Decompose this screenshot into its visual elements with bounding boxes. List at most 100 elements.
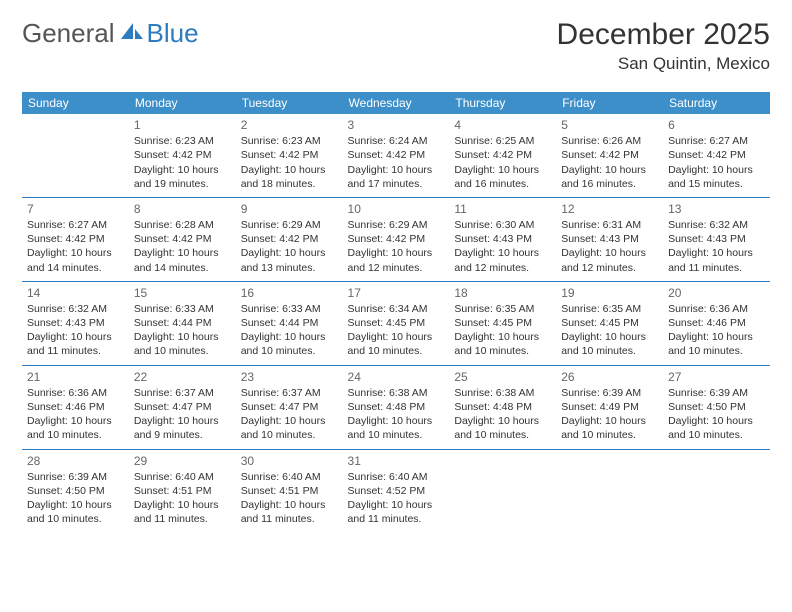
sunset-line: Sunset: 4:46 PM [27, 400, 124, 414]
calendar-cell: 19Sunrise: 6:35 AMSunset: 4:45 PMDayligh… [556, 281, 663, 365]
calendar-cell: 13Sunrise: 6:32 AMSunset: 4:43 PMDayligh… [663, 197, 770, 281]
day-number: 26 [561, 369, 658, 385]
daylight-line: Daylight: 10 hours and 10 minutes. [561, 330, 658, 358]
sunrise-line: Sunrise: 6:38 AM [454, 386, 551, 400]
daylight-line: Daylight: 10 hours and 11 minutes. [348, 498, 445, 526]
calendar-cell: 5Sunrise: 6:26 AMSunset: 4:42 PMDaylight… [556, 114, 663, 197]
day-number: 1 [134, 117, 231, 133]
day-number: 2 [241, 117, 338, 133]
daylight-line: Daylight: 10 hours and 12 minutes. [348, 246, 445, 274]
sunrise-line: Sunrise: 6:39 AM [561, 386, 658, 400]
day-header-row: SundayMondayTuesdayWednesdayThursdayFrid… [22, 92, 770, 114]
sunrise-line: Sunrise: 6:35 AM [454, 302, 551, 316]
sunrise-line: Sunrise: 6:29 AM [241, 218, 338, 232]
calendar-cell: 17Sunrise: 6:34 AMSunset: 4:45 PMDayligh… [343, 281, 450, 365]
location: San Quintin, Mexico [557, 54, 770, 74]
calendar-week: 28Sunrise: 6:39 AMSunset: 4:50 PMDayligh… [22, 449, 770, 532]
day-number: 7 [27, 201, 124, 217]
sunset-line: Sunset: 4:45 PM [454, 316, 551, 330]
sunrise-line: Sunrise: 6:40 AM [134, 470, 231, 484]
sunset-line: Sunset: 4:43 PM [561, 232, 658, 246]
calendar-cell: 12Sunrise: 6:31 AMSunset: 4:43 PMDayligh… [556, 197, 663, 281]
sunrise-line: Sunrise: 6:39 AM [668, 386, 765, 400]
daylight-line: Daylight: 10 hours and 15 minutes. [668, 163, 765, 191]
daylight-line: Daylight: 10 hours and 10 minutes. [241, 414, 338, 442]
calendar-cell: 4Sunrise: 6:25 AMSunset: 4:42 PMDaylight… [449, 114, 556, 197]
day-number: 8 [134, 201, 231, 217]
sunrise-line: Sunrise: 6:23 AM [241, 134, 338, 148]
daylight-line: Daylight: 10 hours and 10 minutes. [668, 330, 765, 358]
calendar-cell: 10Sunrise: 6:29 AMSunset: 4:42 PMDayligh… [343, 197, 450, 281]
sunset-line: Sunset: 4:42 PM [134, 232, 231, 246]
daylight-line: Daylight: 10 hours and 10 minutes. [27, 414, 124, 442]
sunset-line: Sunset: 4:50 PM [27, 484, 124, 498]
sunset-line: Sunset: 4:44 PM [134, 316, 231, 330]
logo-text-general: General [22, 18, 115, 49]
calendar-cell: 21Sunrise: 6:36 AMSunset: 4:46 PMDayligh… [22, 365, 129, 449]
day-number: 3 [348, 117, 445, 133]
sunrise-line: Sunrise: 6:29 AM [348, 218, 445, 232]
day-number: 25 [454, 369, 551, 385]
sunset-line: Sunset: 4:48 PM [454, 400, 551, 414]
sunset-line: Sunset: 4:51 PM [241, 484, 338, 498]
day-number: 14 [27, 285, 124, 301]
sunset-line: Sunset: 4:42 PM [241, 232, 338, 246]
sunrise-line: Sunrise: 6:25 AM [454, 134, 551, 148]
daylight-line: Daylight: 10 hours and 16 minutes. [454, 163, 551, 191]
day-number: 17 [348, 285, 445, 301]
sunrise-line: Sunrise: 6:35 AM [561, 302, 658, 316]
calendar-week: 1Sunrise: 6:23 AMSunset: 4:42 PMDaylight… [22, 114, 770, 197]
day-number: 24 [348, 369, 445, 385]
calendar-cell: 24Sunrise: 6:38 AMSunset: 4:48 PMDayligh… [343, 365, 450, 449]
sunrise-line: Sunrise: 6:31 AM [561, 218, 658, 232]
day-header: Thursday [449, 92, 556, 114]
sunrise-line: Sunrise: 6:27 AM [27, 218, 124, 232]
daylight-line: Daylight: 10 hours and 16 minutes. [561, 163, 658, 191]
sunset-line: Sunset: 4:50 PM [668, 400, 765, 414]
sunrise-line: Sunrise: 6:32 AM [27, 302, 124, 316]
daylight-line: Daylight: 10 hours and 18 minutes. [241, 163, 338, 191]
daylight-line: Daylight: 10 hours and 11 minutes. [134, 498, 231, 526]
daylight-line: Daylight: 10 hours and 10 minutes. [668, 414, 765, 442]
calendar-cell: 14Sunrise: 6:32 AMSunset: 4:43 PMDayligh… [22, 281, 129, 365]
daylight-line: Daylight: 10 hours and 9 minutes. [134, 414, 231, 442]
day-number: 9 [241, 201, 338, 217]
sunset-line: Sunset: 4:42 PM [561, 148, 658, 162]
calendar-cell: 3Sunrise: 6:24 AMSunset: 4:42 PMDaylight… [343, 114, 450, 197]
day-number: 18 [454, 285, 551, 301]
day-number: 13 [668, 201, 765, 217]
day-header: Friday [556, 92, 663, 114]
day-number: 6 [668, 117, 765, 133]
daylight-line: Daylight: 10 hours and 10 minutes. [561, 414, 658, 442]
calendar-cell: 6Sunrise: 6:27 AMSunset: 4:42 PMDaylight… [663, 114, 770, 197]
calendar-cell [663, 449, 770, 532]
calendar-week: 14Sunrise: 6:32 AMSunset: 4:43 PMDayligh… [22, 281, 770, 365]
logo-text-blue: Blue [147, 18, 199, 49]
sunrise-line: Sunrise: 6:26 AM [561, 134, 658, 148]
calendar-cell: 31Sunrise: 6:40 AMSunset: 4:52 PMDayligh… [343, 449, 450, 532]
sunset-line: Sunset: 4:42 PM [348, 232, 445, 246]
sunset-line: Sunset: 4:51 PM [134, 484, 231, 498]
calendar-week: 21Sunrise: 6:36 AMSunset: 4:46 PMDayligh… [22, 365, 770, 449]
day-number: 20 [668, 285, 765, 301]
sunset-line: Sunset: 4:42 PM [454, 148, 551, 162]
sunset-line: Sunset: 4:45 PM [348, 316, 445, 330]
day-number: 29 [134, 453, 231, 469]
calendar-cell: 1Sunrise: 6:23 AMSunset: 4:42 PMDaylight… [129, 114, 236, 197]
sunrise-line: Sunrise: 6:34 AM [348, 302, 445, 316]
calendar-cell: 23Sunrise: 6:37 AMSunset: 4:47 PMDayligh… [236, 365, 343, 449]
sunrise-line: Sunrise: 6:40 AM [348, 470, 445, 484]
calendar-cell: 18Sunrise: 6:35 AMSunset: 4:45 PMDayligh… [449, 281, 556, 365]
sunrise-line: Sunrise: 6:38 AM [348, 386, 445, 400]
calendar-cell: 16Sunrise: 6:33 AMSunset: 4:44 PMDayligh… [236, 281, 343, 365]
sunrise-line: Sunrise: 6:24 AM [348, 134, 445, 148]
calendar-cell: 15Sunrise: 6:33 AMSunset: 4:44 PMDayligh… [129, 281, 236, 365]
day-number: 10 [348, 201, 445, 217]
sunrise-line: Sunrise: 6:23 AM [134, 134, 231, 148]
daylight-line: Daylight: 10 hours and 11 minutes. [241, 498, 338, 526]
daylight-line: Daylight: 10 hours and 13 minutes. [241, 246, 338, 274]
day-number: 23 [241, 369, 338, 385]
sunrise-line: Sunrise: 6:27 AM [668, 134, 765, 148]
day-number: 19 [561, 285, 658, 301]
daylight-line: Daylight: 10 hours and 10 minutes. [241, 330, 338, 358]
